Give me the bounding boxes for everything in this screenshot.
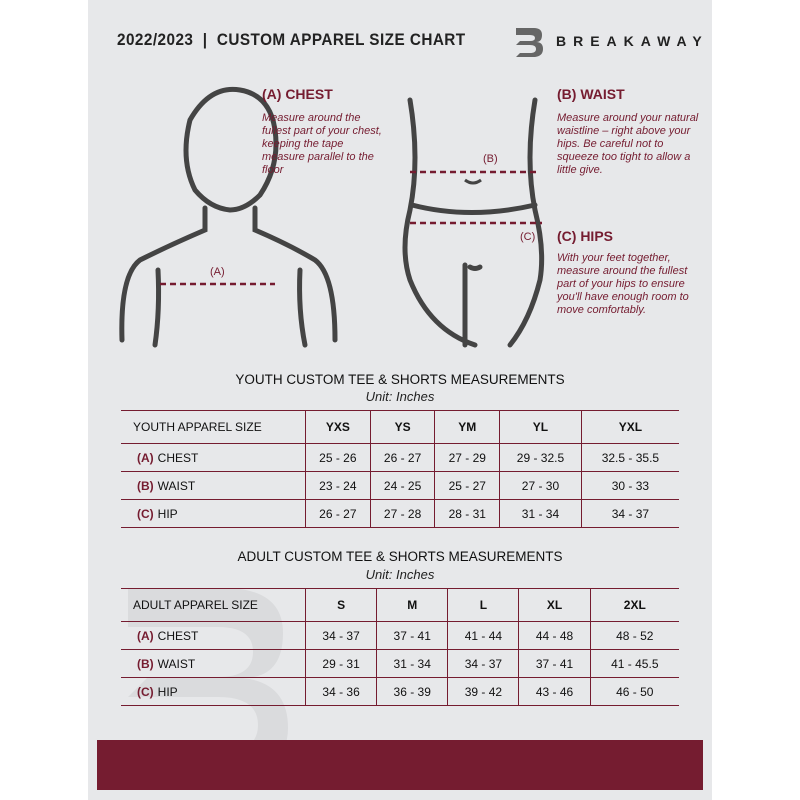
table-row: (B) WAIST 29 - 31 31 - 34 34 - 37 37 - 41 41 -… [121,649,679,678]
cell: 48 - 52 [589,621,679,650]
adult-section-title: ADULT CUSTOM TEE & SHORTS MEASUREMENTS [237,549,563,564]
table-row: (A) CHEST 34 - 37 37 - 41 41 - 44 44 - 48 48 -… [121,621,679,650]
row-label: (A) CHEST [121,621,306,650]
waist-marker: (B) [483,153,498,165]
table-header-row: YOUTH APPAREL SIZE YXS YS YM YL YXL [121,410,679,444]
cell: 30 - 33 [580,471,679,500]
size-header: XL [518,588,591,622]
cell: 34 - 36 [304,677,377,706]
cell: 26 - 27 [305,499,371,528]
table-header-row: ADULT APPAREL SIZE S M L XL 2XL [121,588,679,622]
row-letter: (B) [137,478,154,493]
size-label: ADULT APPAREL SIZE [121,588,306,622]
row-letter: (A) [137,628,154,643]
cell: 46 - 50 [589,677,679,706]
waist-heading: (B) WAIST [557,86,625,102]
row-name: HIP [157,506,178,521]
adult-size-table: ADULT APPAREL SIZE S M L XL 2XL (A) CHEST 34 - … [121,588,679,706]
waist-description: Measure around your natural waistline – … [557,112,699,176]
hips-marker: (C) [520,231,536,243]
cell: 37 - 41 [376,621,448,650]
row-label: (B) WAIST [121,471,306,500]
table-row: (B) WAIST 23 - 24 24 - 25 25 - 27 27 - 30 30 -… [121,471,679,500]
body-diagram [119,86,545,348]
cell: 31 - 34 [376,649,448,678]
youth-section-title: YOUTH CUSTOM TEE & SHORTS MEASUREMENTS [235,372,565,387]
cell: 39 - 42 [447,677,519,706]
size-header: YS [369,410,435,444]
size-header: S [304,588,377,622]
row-label: (B) WAIST [121,649,306,678]
cell: 36 - 39 [376,677,448,706]
brand-name: BREAKAWAY [556,33,709,49]
table-row: (C) HIP 26 - 27 27 - 28 28 - 31 31 - 34 34 - 3… [121,499,679,528]
row-name: CHEST [157,450,199,465]
cell: 29 - 31 [304,649,377,678]
youth-size-table: YOUTH APPAREL SIZE YXS YS YM YL YXL (A) CHEST 2… [121,410,679,528]
footer-band [97,740,703,790]
cell: 24 - 25 [369,471,435,500]
breakaway-logo-icon [516,28,543,57]
cell: 44 - 48 [518,621,591,650]
row-letter: (B) [137,656,154,671]
row-letter: (A) [137,450,154,465]
size-label: YOUTH APPAREL SIZE [121,410,306,444]
row-letter: (C) [137,684,154,699]
cell: 25 - 26 [305,443,371,472]
row-label: (C) HIP [121,677,306,706]
cell: 32.5 - 35.5 [580,443,679,472]
youth-unit: Unit: Inches [365,389,435,404]
size-header: YM [434,410,500,444]
row-name: WAIST [157,656,196,671]
hips-description: With your feet together, measure around … [557,252,689,316]
page-title: 2022/2023 | CUSTOM APPAREL SIZE CHART [117,30,466,49]
cell: 41 - 44 [447,621,519,650]
cell: 27 - 28 [369,499,435,528]
cell: 34 - 37 [447,649,519,678]
chest-heading: (A) CHEST [262,86,333,102]
table-row: (A) CHEST 25 - 26 26 - 27 27 - 29 29 - 32.5 32… [121,443,679,472]
cell: 34 - 37 [304,621,377,650]
hips-heading: (C) HIPS [557,228,613,244]
row-label: (C) HIP [121,499,306,528]
size-header: L [447,588,519,622]
cell: 34 - 37 [580,499,679,528]
adult-unit: Unit: Inches [365,567,435,582]
cell: 25 - 27 [434,471,500,500]
chest-marker: (A) [210,266,225,278]
cell: 27 - 30 [499,471,582,500]
cell: 41 - 45.5 [589,649,679,678]
chest-description: Measure around the fullest part of your … [262,112,382,176]
row-letter: (C) [137,506,154,521]
size-header: 2XL [589,588,679,622]
row-name: HIP [157,684,178,699]
row-name: WAIST [157,478,196,493]
table-row: (C) HIP 34 - 36 36 - 39 39 - 42 43 - 46 46 - 5… [121,677,679,706]
cell: 43 - 46 [518,677,591,706]
size-header: YL [499,410,582,444]
size-header: YXL [580,410,679,444]
size-header: M [376,588,448,622]
cell: 27 - 29 [434,443,500,472]
cell: 23 - 24 [305,471,371,500]
cell: 26 - 27 [369,443,435,472]
size-header: YXS [305,410,371,444]
cell: 28 - 31 [434,499,500,528]
cell: 31 - 34 [499,499,582,528]
row-name: CHEST [157,628,199,643]
cell: 29 - 32.5 [499,443,582,472]
row-label: (A) CHEST [121,443,306,472]
cell: 37 - 41 [518,649,591,678]
